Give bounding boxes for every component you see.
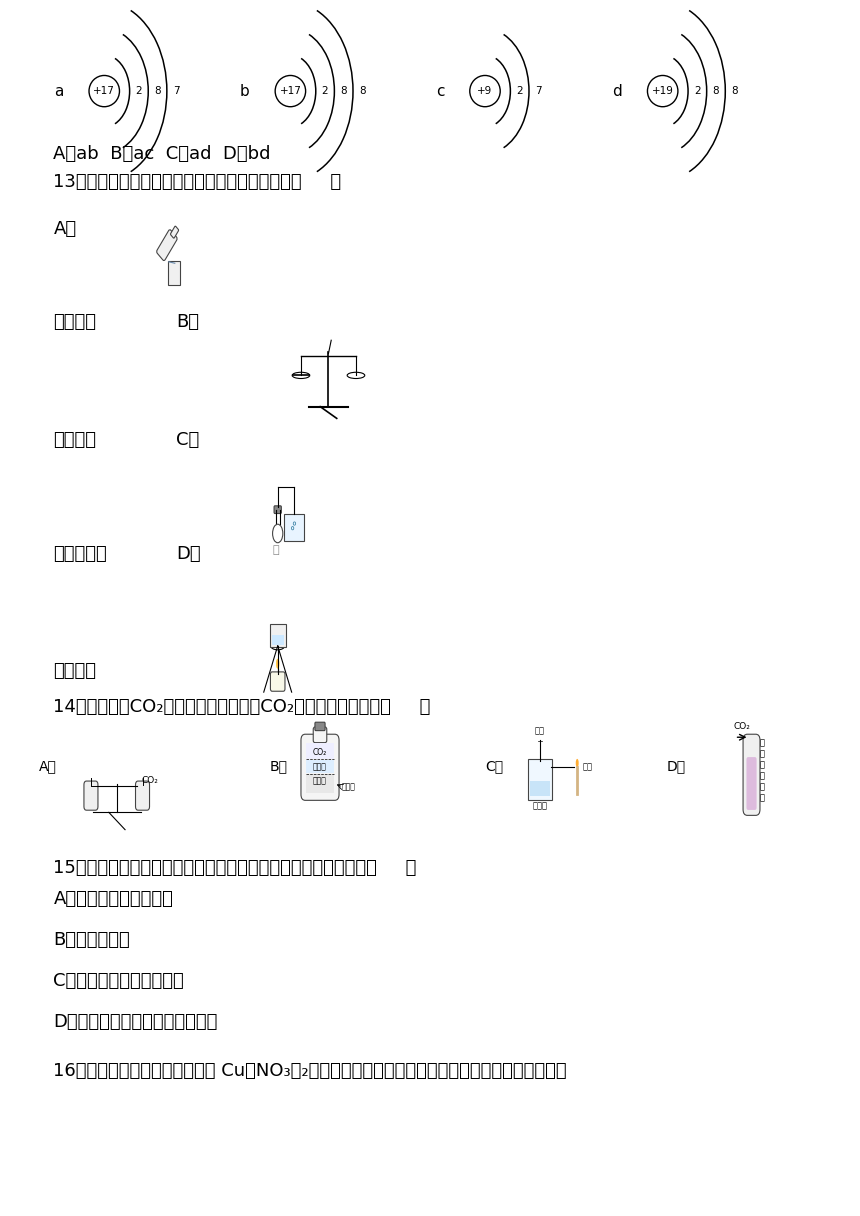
- Text: A．: A．: [39, 760, 57, 773]
- Text: 15．根据你的生活和学习经验，以下不能说明分子间有空隙的是（     ）: 15．根据你的生活和学习经验，以下不能说明分子间有空隙的是（ ）: [53, 858, 417, 877]
- Text: ✋: ✋: [272, 545, 279, 554]
- Text: C．: C．: [485, 760, 503, 773]
- FancyBboxPatch shape: [313, 727, 327, 743]
- FancyBboxPatch shape: [284, 513, 304, 541]
- Text: 盐酸: 盐酸: [535, 726, 545, 736]
- Text: a: a: [54, 84, 64, 98]
- Text: 称量固体: 称量固体: [53, 430, 96, 449]
- Text: CO₂: CO₂: [313, 748, 327, 756]
- FancyBboxPatch shape: [306, 760, 334, 773]
- Text: A．打气筒能将气体压缩: A．打气筒能将气体压缩: [53, 890, 174, 908]
- Text: B．海绵能吸水: B．海绵能吸水: [53, 930, 130, 948]
- Text: 16．一种焰火药剂的组成中含有 Cu（NO₃）₂，当火药燃烧时，可产生绿色火焰，化学反应方程式为: 16．一种焰火药剂的组成中含有 Cu（NO₃）₂，当火药燃烧时，可产生绿色火焰，…: [53, 1062, 567, 1080]
- Text: +17: +17: [280, 86, 301, 96]
- Text: 检验气密性: 检验气密性: [53, 545, 108, 563]
- Text: 加热液体: 加热液体: [53, 662, 96, 680]
- FancyBboxPatch shape: [170, 226, 179, 238]
- Text: 2: 2: [516, 86, 523, 96]
- FancyBboxPatch shape: [315, 722, 325, 731]
- Text: 7: 7: [535, 86, 542, 96]
- Text: D．酒精和水混合后，总体积变小: D．酒精和水混合后，总体积变小: [53, 1013, 218, 1030]
- Text: 13．下列图示的化学实验基本操作中，正确的是（     ）: 13．下列图示的化学实验基本操作中，正确的是（ ）: [53, 174, 341, 191]
- Text: 7: 7: [173, 86, 180, 96]
- FancyBboxPatch shape: [168, 260, 180, 285]
- Text: 8: 8: [713, 86, 719, 96]
- Text: 8: 8: [154, 86, 161, 96]
- Text: B．: B．: [269, 760, 287, 773]
- Text: 8: 8: [341, 86, 347, 96]
- Text: 倾倒液体: 倾倒液体: [53, 313, 96, 331]
- Text: +19: +19: [652, 86, 673, 96]
- FancyBboxPatch shape: [136, 781, 150, 810]
- Ellipse shape: [276, 659, 280, 669]
- Text: C．: C．: [176, 430, 200, 449]
- Text: 2: 2: [694, 86, 701, 96]
- Text: 紫
色
石
蕊
试
液: 紫 色 石 蕊 试 液: [759, 738, 765, 803]
- Text: 石灰水: 石灰水: [341, 783, 355, 792]
- FancyBboxPatch shape: [746, 758, 757, 810]
- Text: 14．下列有关CO₂的实验中，只能证明CO₂物理性质的实验是（     ）: 14．下列有关CO₂的实验中，只能证明CO₂物理性质的实验是（ ）: [53, 698, 431, 715]
- Text: 8: 8: [359, 86, 366, 96]
- Text: c: c: [436, 84, 445, 98]
- FancyBboxPatch shape: [306, 743, 334, 760]
- Ellipse shape: [575, 759, 579, 767]
- FancyBboxPatch shape: [531, 781, 550, 796]
- Text: CO₂: CO₂: [141, 776, 158, 786]
- FancyBboxPatch shape: [301, 734, 339, 800]
- Text: C．物体有热胀冷缩的现象: C．物体有热胀冷缩的现象: [53, 972, 184, 990]
- Text: A．: A．: [53, 220, 77, 238]
- Text: 2: 2: [136, 86, 142, 96]
- Text: A．ab  B．ac  C．ad  D．bd: A．ab B．ac C．ad D．bd: [53, 145, 271, 163]
- Text: 矿泉水: 矿泉水: [313, 762, 327, 771]
- Text: D．: D．: [176, 545, 200, 563]
- FancyBboxPatch shape: [274, 506, 281, 513]
- FancyBboxPatch shape: [84, 781, 98, 810]
- Text: D．: D．: [666, 760, 686, 773]
- Text: 蜡烛: 蜡烛: [582, 762, 593, 772]
- FancyBboxPatch shape: [272, 635, 284, 644]
- Text: CO₂: CO₂: [734, 722, 750, 731]
- Text: 2: 2: [322, 86, 329, 96]
- Text: B．: B．: [176, 313, 200, 331]
- Text: 8: 8: [731, 86, 738, 96]
- FancyBboxPatch shape: [270, 624, 286, 647]
- Text: 塑料瓶: 塑料瓶: [313, 777, 327, 786]
- FancyBboxPatch shape: [270, 672, 285, 691]
- Text: 石灰石: 石灰石: [532, 801, 548, 811]
- FancyBboxPatch shape: [306, 773, 334, 793]
- Text: +9: +9: [477, 86, 493, 96]
- Text: d: d: [612, 84, 622, 98]
- FancyBboxPatch shape: [528, 759, 552, 800]
- FancyBboxPatch shape: [743, 734, 760, 816]
- FancyBboxPatch shape: [157, 230, 177, 260]
- Text: b: b: [240, 84, 249, 98]
- Text: +17: +17: [93, 86, 115, 96]
